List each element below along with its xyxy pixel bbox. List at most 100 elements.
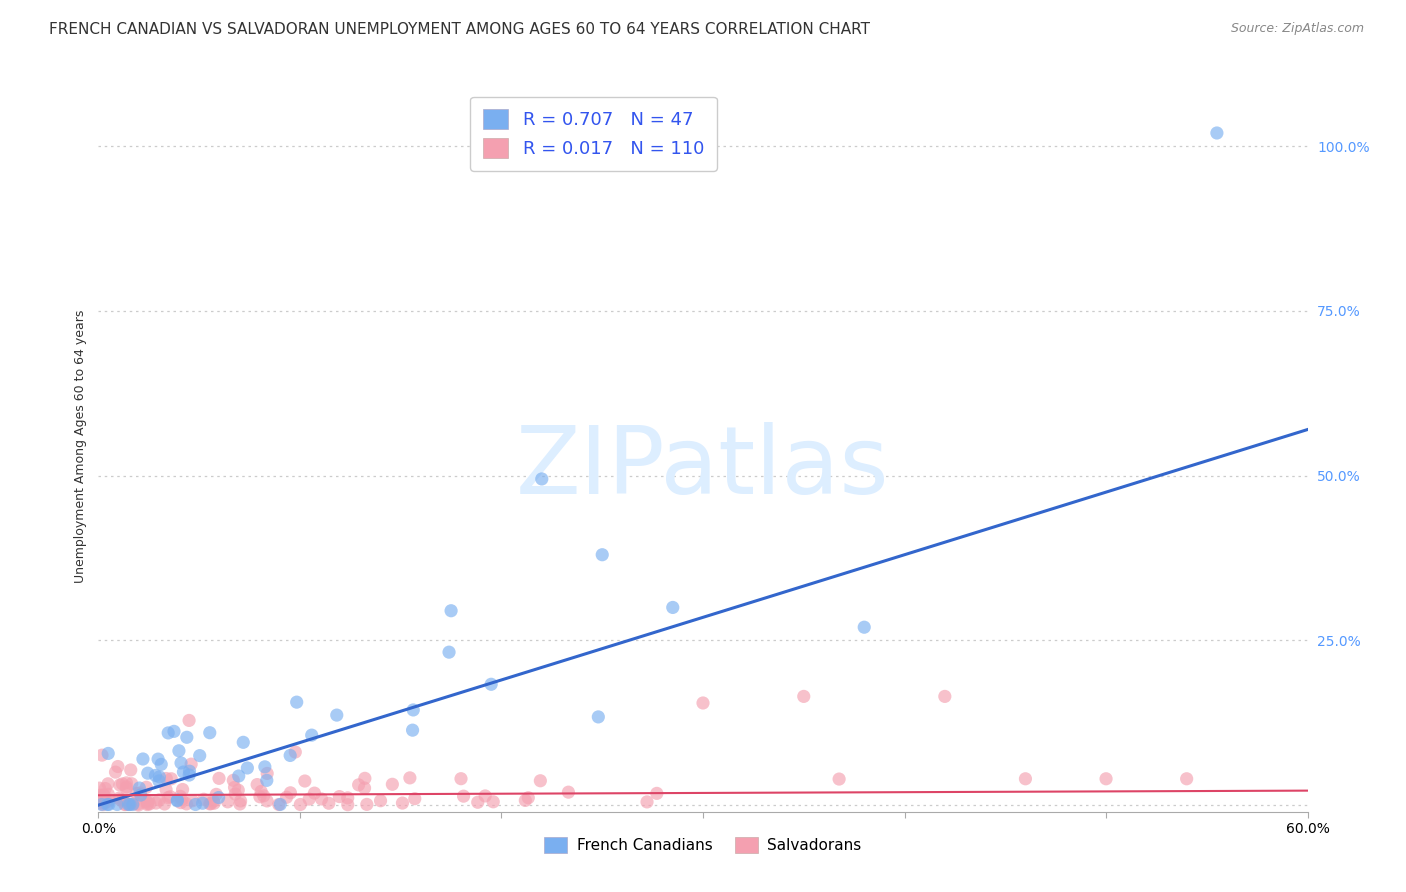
Point bbox=[93, 788, 115, 802]
Point bbox=[356, 797, 378, 812]
Point bbox=[136, 766, 159, 780]
Point bbox=[191, 796, 214, 810]
Point bbox=[97, 787, 120, 801]
Point bbox=[181, 794, 204, 808]
Point bbox=[146, 752, 169, 766]
Point bbox=[256, 773, 278, 788]
Legend: French Canadians, Salvadorans: French Canadians, Salvadorans bbox=[538, 830, 868, 859]
Point bbox=[269, 797, 291, 812]
Point bbox=[482, 795, 505, 809]
Point bbox=[290, 797, 312, 812]
Point bbox=[91, 748, 114, 763]
Point bbox=[172, 765, 194, 780]
Point bbox=[114, 797, 136, 812]
Point bbox=[404, 791, 426, 805]
Point bbox=[246, 778, 269, 792]
Point bbox=[157, 790, 180, 805]
Point bbox=[115, 780, 138, 794]
Point bbox=[98, 793, 121, 807]
Point bbox=[111, 777, 134, 791]
Point bbox=[91, 797, 114, 812]
Point bbox=[391, 796, 413, 810]
Point bbox=[692, 696, 714, 710]
Point bbox=[89, 789, 111, 803]
Point bbox=[91, 796, 114, 810]
Point bbox=[267, 797, 290, 812]
Point bbox=[136, 797, 159, 812]
Point bbox=[336, 790, 359, 805]
Point bbox=[853, 620, 876, 634]
Point bbox=[104, 765, 127, 780]
Point bbox=[381, 777, 404, 791]
Point bbox=[370, 794, 392, 808]
Point bbox=[284, 745, 307, 759]
Point bbox=[108, 778, 131, 792]
Point bbox=[249, 789, 271, 804]
Point bbox=[645, 786, 668, 800]
Point bbox=[176, 731, 198, 745]
Text: ZIPatlas: ZIPatlas bbox=[516, 422, 890, 514]
Point bbox=[127, 797, 149, 811]
Point bbox=[122, 797, 145, 811]
Point bbox=[155, 772, 177, 786]
Point bbox=[193, 792, 215, 806]
Point bbox=[661, 600, 683, 615]
Point bbox=[1206, 126, 1229, 140]
Point bbox=[93, 796, 115, 810]
Point bbox=[530, 472, 553, 486]
Point bbox=[793, 690, 815, 704]
Point bbox=[229, 794, 252, 808]
Point bbox=[160, 772, 183, 786]
Point bbox=[1014, 772, 1036, 786]
Point bbox=[145, 768, 167, 782]
Point bbox=[179, 768, 201, 782]
Point bbox=[326, 708, 349, 723]
Point bbox=[166, 793, 188, 807]
Point bbox=[226, 783, 249, 797]
Point bbox=[128, 780, 150, 795]
Point bbox=[588, 710, 610, 724]
Point bbox=[591, 548, 613, 562]
Point bbox=[89, 793, 111, 807]
Point bbox=[354, 772, 377, 786]
Point bbox=[96, 797, 118, 812]
Point bbox=[163, 724, 186, 739]
Point bbox=[180, 757, 202, 772]
Point bbox=[229, 797, 252, 811]
Point bbox=[224, 780, 246, 795]
Point bbox=[177, 714, 200, 728]
Point bbox=[114, 797, 136, 812]
Point bbox=[828, 772, 851, 786]
Point bbox=[115, 781, 138, 796]
Point bbox=[311, 792, 333, 806]
Text: FRENCH CANADIAN VS SALVADORAN UNEMPLOYMENT AMONG AGES 60 TO 64 YEARS CORRELATION: FRENCH CANADIAN VS SALVADORAN UNEMPLOYME… bbox=[49, 22, 870, 37]
Point bbox=[1095, 772, 1118, 786]
Point bbox=[278, 748, 301, 763]
Point bbox=[148, 774, 170, 789]
Point bbox=[135, 795, 157, 809]
Point bbox=[224, 787, 246, 801]
Point bbox=[636, 795, 658, 809]
Point bbox=[205, 788, 228, 802]
Point bbox=[1175, 772, 1198, 786]
Point bbox=[132, 752, 155, 766]
Point bbox=[207, 790, 229, 805]
Point bbox=[170, 792, 193, 806]
Point bbox=[166, 794, 188, 808]
Point bbox=[256, 794, 278, 808]
Point bbox=[467, 795, 489, 809]
Point bbox=[108, 791, 131, 805]
Point bbox=[285, 695, 308, 709]
Point bbox=[347, 778, 370, 792]
Point bbox=[148, 770, 170, 784]
Point bbox=[479, 677, 502, 691]
Point bbox=[179, 764, 201, 779]
Point bbox=[138, 793, 160, 807]
Point bbox=[89, 781, 111, 796]
Point bbox=[280, 786, 302, 800]
Point bbox=[94, 781, 117, 796]
Point bbox=[97, 747, 120, 761]
Point bbox=[200, 797, 222, 811]
Point bbox=[121, 797, 143, 812]
Point bbox=[253, 760, 276, 774]
